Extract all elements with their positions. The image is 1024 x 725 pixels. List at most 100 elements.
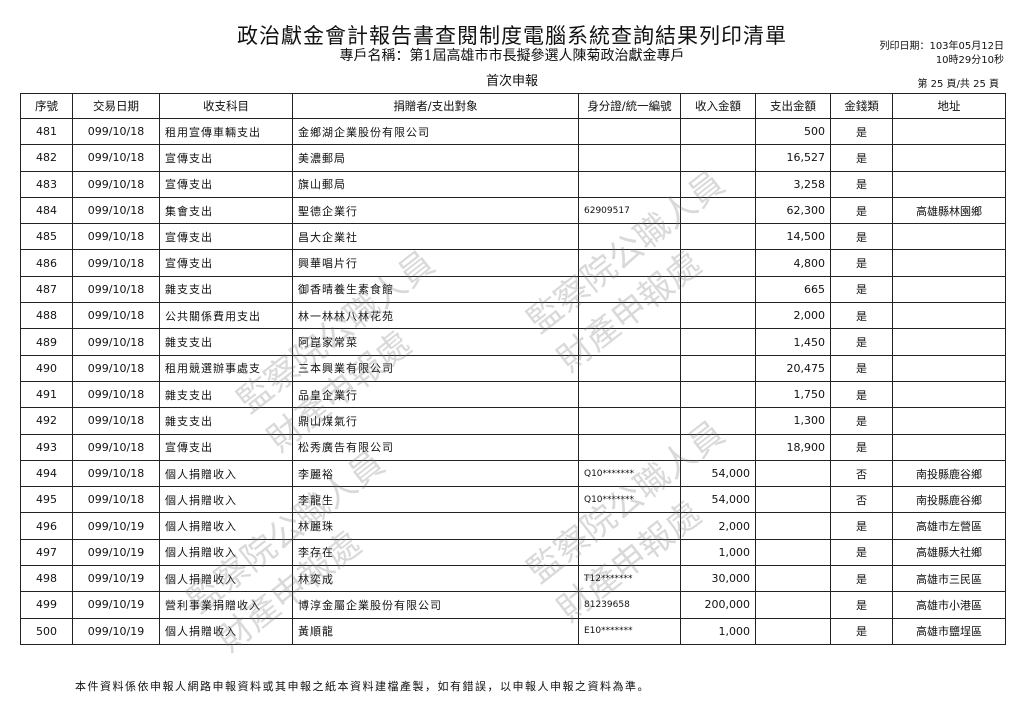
cell-category: 個人捐贈收入: [159, 512, 293, 540]
cell-serial: 487: [20, 275, 73, 304]
cell-party: 李麗裕: [292, 459, 579, 488]
cell-address: [892, 223, 1006, 251]
cell-serial: 486: [20, 249, 73, 277]
cell-party: 阿崑家常菜: [292, 328, 579, 356]
table-row: 492 099/10/18 雜支支出 鼎山煤氣行 1,300 是: [20, 407, 1006, 435]
cell-party: 御香晴養生素食館: [292, 275, 579, 304]
table-row: 493 099/10/18 宣傳支出 松秀廣告有限公司 18,900 是: [20, 433, 1006, 461]
print-time: 10時29分10秒: [935, 55, 1004, 66]
cell-party: 黃順龍: [292, 617, 579, 645]
cell-party: 林麗珠: [292, 512, 579, 540]
cell-serial: 489: [20, 328, 73, 356]
table-row: 487 099/10/18 雜支支出 御香晴養生素食館 665 是: [20, 275, 1006, 304]
table-row: 494 099/10/18 個人捐贈收入 李麗裕 Q10******* 54,000 否南投…: [20, 459, 1006, 488]
cell-category: 雜支支出: [159, 275, 293, 304]
cell-category: 個人捐贈收入: [159, 617, 293, 645]
cell-category: 宣傳支出: [159, 144, 293, 172]
cell-income: 200,000: [680, 591, 756, 619]
cell-cash-type: 是: [830, 170, 893, 198]
cell-expense: 20,475: [755, 354, 831, 382]
cell-expense: 4,800: [755, 249, 831, 277]
cell-id-number: [578, 512, 681, 540]
cell-address: 高雄市三民區: [892, 565, 1006, 593]
cell-party: 李龍生: [292, 486, 579, 514]
cell-cash-type: 是: [830, 538, 893, 567]
table-row: 499 099/10/19 營利事業捐贈收入 博淳金屬企業股份有限公司 81239658…: [20, 591, 1006, 619]
table-row: 489 099/10/18 雜支支出 阿崑家常菜 1,450 是: [20, 328, 1006, 356]
cell-date: 099/10/18: [72, 302, 160, 330]
cell-serial: 495: [20, 486, 73, 514]
cell-party: 興華唱片行: [292, 249, 579, 277]
cell-date: 099/10/18: [72, 144, 160, 172]
cell-serial: 485: [20, 223, 73, 251]
cell-category: 雜支支出: [159, 328, 293, 356]
cell-category: 租用宣傳車輛支出: [159, 117, 293, 146]
cell-date: 099/10/18: [72, 380, 160, 409]
account-name: 專戶名稱：第1屆高雄市市長擬參選人陳菊政治獻金專戶: [339, 48, 685, 64]
column-header-income: 收入金額: [680, 93, 756, 119]
cell-expense: [755, 591, 831, 619]
cell-date: 099/10/18: [72, 433, 160, 461]
cell-party: 聖德企業行: [292, 196, 579, 225]
cell-address: [892, 144, 1006, 172]
cell-address: 高雄市左營區: [892, 512, 1006, 540]
cell-address: [892, 117, 1006, 146]
cell-serial: 497: [20, 538, 73, 567]
cell-party: 鼎山煤氣行: [292, 407, 579, 435]
table-row: 486 099/10/18 宣傳支出 興華唱片行 4,800 是: [20, 249, 1006, 277]
cell-address: [892, 302, 1006, 330]
cell-income: [680, 380, 756, 409]
cell-cash-type: 是: [830, 275, 893, 304]
records-table: 序號 交易日期 收支科目 捐贈者/支出對象 身分證/統一編號 收入金額 支出金額 金錢類 地址 …: [20, 93, 1006, 645]
cell-address: [892, 433, 1006, 461]
page-info: 第 25 頁/共 25 頁: [917, 79, 999, 90]
table-row: 482 099/10/18 宣傳支出 美濃郵局 16,527 是: [20, 144, 1006, 172]
cell-date: 099/10/18: [72, 275, 160, 304]
cell-party: 博淳金屬企業股份有限公司: [292, 591, 579, 619]
cell-expense: 16,527: [755, 144, 831, 172]
cell-cash-type: 是: [830, 328, 893, 356]
cell-cash-type: 是: [830, 144, 893, 172]
cell-cash-type: 是: [830, 433, 893, 461]
cell-expense: [755, 459, 831, 488]
cell-date: 099/10/18: [72, 486, 160, 514]
table-header-row: 序號 交易日期 收支科目 捐贈者/支出對象 身分證/統一編號 收入金額 支出金額 金錢類 地址: [20, 93, 1006, 119]
cell-income: [680, 328, 756, 356]
cell-id-number: Q10*******: [578, 486, 681, 514]
table-row: 491 099/10/18 雜支支出 品皇企業行 1,750 是: [20, 380, 1006, 409]
cell-cash-type: 否: [830, 486, 893, 514]
cell-date: 099/10/18: [72, 354, 160, 382]
cell-serial: 491: [20, 380, 73, 409]
table-row: 481 099/10/18 租用宣傳車輛支出 金鄉湖企業股份有限公司 500 是: [20, 117, 1006, 146]
cell-date: 099/10/18: [72, 117, 160, 146]
cell-income: 54,000: [680, 486, 756, 514]
cell-address: [892, 170, 1006, 198]
cell-id-number: 81239658: [578, 591, 681, 619]
table-row: 488 099/10/18 公共關係費用支出 林一林林八林花苑 2,000 是: [20, 302, 1006, 330]
table-row: 496 099/10/19 個人捐贈收入 林麗珠 2,000 是高雄市左營區: [20, 512, 1006, 540]
cell-id-number: 62909517: [578, 196, 681, 225]
cell-address: [892, 249, 1006, 277]
cell-income: [680, 275, 756, 304]
cell-category: 宣傳支出: [159, 170, 293, 198]
table-row: 500 099/10/19 個人捐贈收入 黃順龍 E10******* 1,000 是高雄市…: [20, 617, 1006, 645]
cell-party: 昌大企業社: [292, 223, 579, 251]
cell-income: [680, 249, 756, 277]
cell-expense: 500: [755, 117, 831, 146]
table-row: 484 099/10/18 集會支出 聖德企業行 62909517 62,300 是高雄縣林…: [20, 196, 1006, 225]
document-title: 政治獻金會計報告書查閱制度電腦系統查詢結果列印清單: [237, 24, 787, 48]
cell-income: [680, 354, 756, 382]
table-row: 483 099/10/18 宣傳支出 旗山郵局 3,258 是: [20, 170, 1006, 198]
cell-serial: 496: [20, 512, 73, 540]
cell-address: [892, 275, 1006, 304]
cell-id-number: [578, 170, 681, 198]
cell-category: 個人捐贈收入: [159, 565, 293, 593]
cell-cash-type: 是: [830, 591, 893, 619]
cell-date: 099/10/18: [72, 328, 160, 356]
column-header-date: 交易日期: [72, 93, 160, 119]
cell-category: 雜支支出: [159, 407, 293, 435]
cell-serial: 488: [20, 302, 73, 330]
print-datetime: 列印日期：103年05月12日 10時29分10秒: [879, 40, 1004, 68]
column-header-serial: 序號: [20, 93, 73, 119]
